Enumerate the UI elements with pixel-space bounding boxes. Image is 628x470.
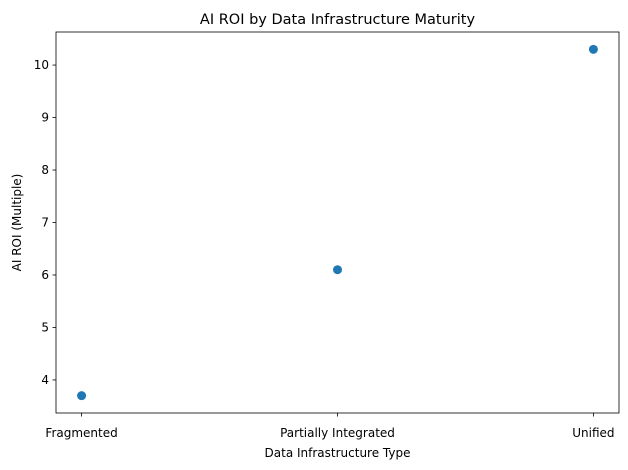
plot-frame: [55, 31, 620, 414]
y-tick-label: 10: [34, 58, 49, 72]
x-tick-label: Partially Integrated: [280, 426, 395, 440]
x-axis-label: Data Infrastructure Type: [265, 446, 411, 460]
x-tick-label: Unified: [572, 426, 614, 440]
y-tick-label: 6: [41, 268, 49, 282]
data-point: [333, 265, 342, 275]
y-tick-label: 8: [41, 163, 49, 177]
y-tick-label: 4: [41, 373, 49, 387]
x-tick-label: Fragmented: [45, 426, 117, 440]
y-tick-label: 7: [41, 216, 49, 230]
y-tick-label: 5: [41, 320, 49, 334]
chart-title: AI ROI by Data Infrastructure Maturity: [200, 12, 476, 28]
y-tick-label: 9: [41, 111, 49, 125]
data-point: [588, 44, 598, 54]
y-axis-label: AI ROI (Multiple): [10, 174, 24, 272]
data-point: [77, 391, 87, 401]
